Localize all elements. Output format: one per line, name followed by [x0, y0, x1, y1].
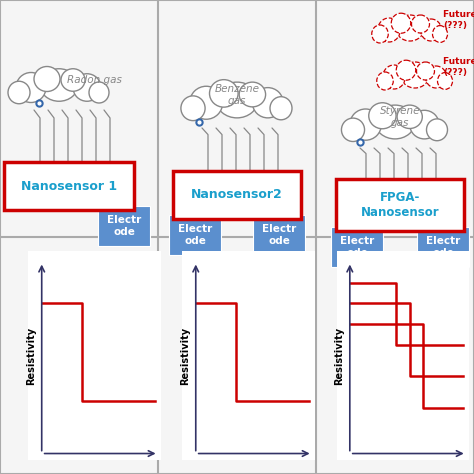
Bar: [331, 227, 383, 267]
Ellipse shape: [210, 80, 238, 107]
Ellipse shape: [375, 105, 415, 139]
Ellipse shape: [372, 25, 388, 43]
Text: Benzene
gas: Benzene gas: [215, 84, 259, 106]
Ellipse shape: [427, 119, 447, 141]
Ellipse shape: [383, 65, 405, 89]
Ellipse shape: [73, 74, 101, 101]
Bar: [169, 215, 221, 255]
Ellipse shape: [401, 62, 429, 88]
Ellipse shape: [61, 69, 85, 91]
Bar: [336, 179, 464, 231]
Ellipse shape: [396, 60, 416, 80]
Ellipse shape: [89, 82, 109, 103]
Ellipse shape: [216, 82, 258, 118]
Text: Resistivity: Resistivity: [334, 327, 344, 384]
Bar: [98, 206, 150, 246]
Ellipse shape: [397, 105, 422, 128]
Text: Electr
ode: Electr ode: [426, 236, 460, 258]
Ellipse shape: [40, 69, 78, 101]
Ellipse shape: [377, 72, 393, 90]
Ellipse shape: [391, 13, 411, 33]
Ellipse shape: [190, 86, 223, 119]
Ellipse shape: [8, 81, 30, 104]
Text: Nanosensor 1: Nanosensor 1: [21, 180, 117, 192]
Text: Resistivity: Resistivity: [180, 327, 190, 384]
Text: Nanosensor2: Nanosensor2: [191, 189, 283, 201]
Text: Styrene
gas: Styrene gas: [380, 106, 420, 128]
Text: Resistivity: Resistivity: [26, 327, 36, 384]
Ellipse shape: [410, 110, 439, 139]
Bar: [173, 171, 301, 219]
Text: Future leakage
(???): Future leakage (???): [443, 57, 474, 77]
Text: Electr
ode: Electr ode: [178, 224, 212, 246]
Bar: [417, 227, 469, 267]
Text: Radon gas: Radon gas: [66, 75, 121, 85]
Ellipse shape: [252, 88, 283, 118]
Ellipse shape: [16, 73, 46, 102]
Ellipse shape: [369, 103, 396, 129]
Text: Electr
ode: Electr ode: [340, 236, 374, 258]
Ellipse shape: [378, 18, 400, 42]
Ellipse shape: [341, 118, 365, 142]
Ellipse shape: [417, 62, 435, 80]
Bar: [4, 162, 134, 210]
Ellipse shape: [396, 15, 424, 41]
Text: Electr
ode: Electr ode: [107, 215, 141, 237]
Ellipse shape: [420, 19, 441, 41]
Ellipse shape: [270, 97, 292, 120]
Text: Electr
ode: Electr ode: [262, 224, 296, 246]
Text: FPGA-
Nanosensor: FPGA- Nanosensor: [361, 191, 439, 219]
Bar: [253, 215, 305, 255]
Ellipse shape: [432, 26, 447, 42]
Ellipse shape: [350, 109, 382, 140]
Ellipse shape: [239, 82, 265, 107]
Ellipse shape: [438, 73, 453, 90]
Ellipse shape: [181, 96, 205, 120]
Text: Future leakage
(???): Future leakage (???): [443, 10, 474, 30]
Ellipse shape: [426, 66, 447, 88]
Ellipse shape: [411, 15, 429, 33]
Ellipse shape: [34, 66, 60, 91]
